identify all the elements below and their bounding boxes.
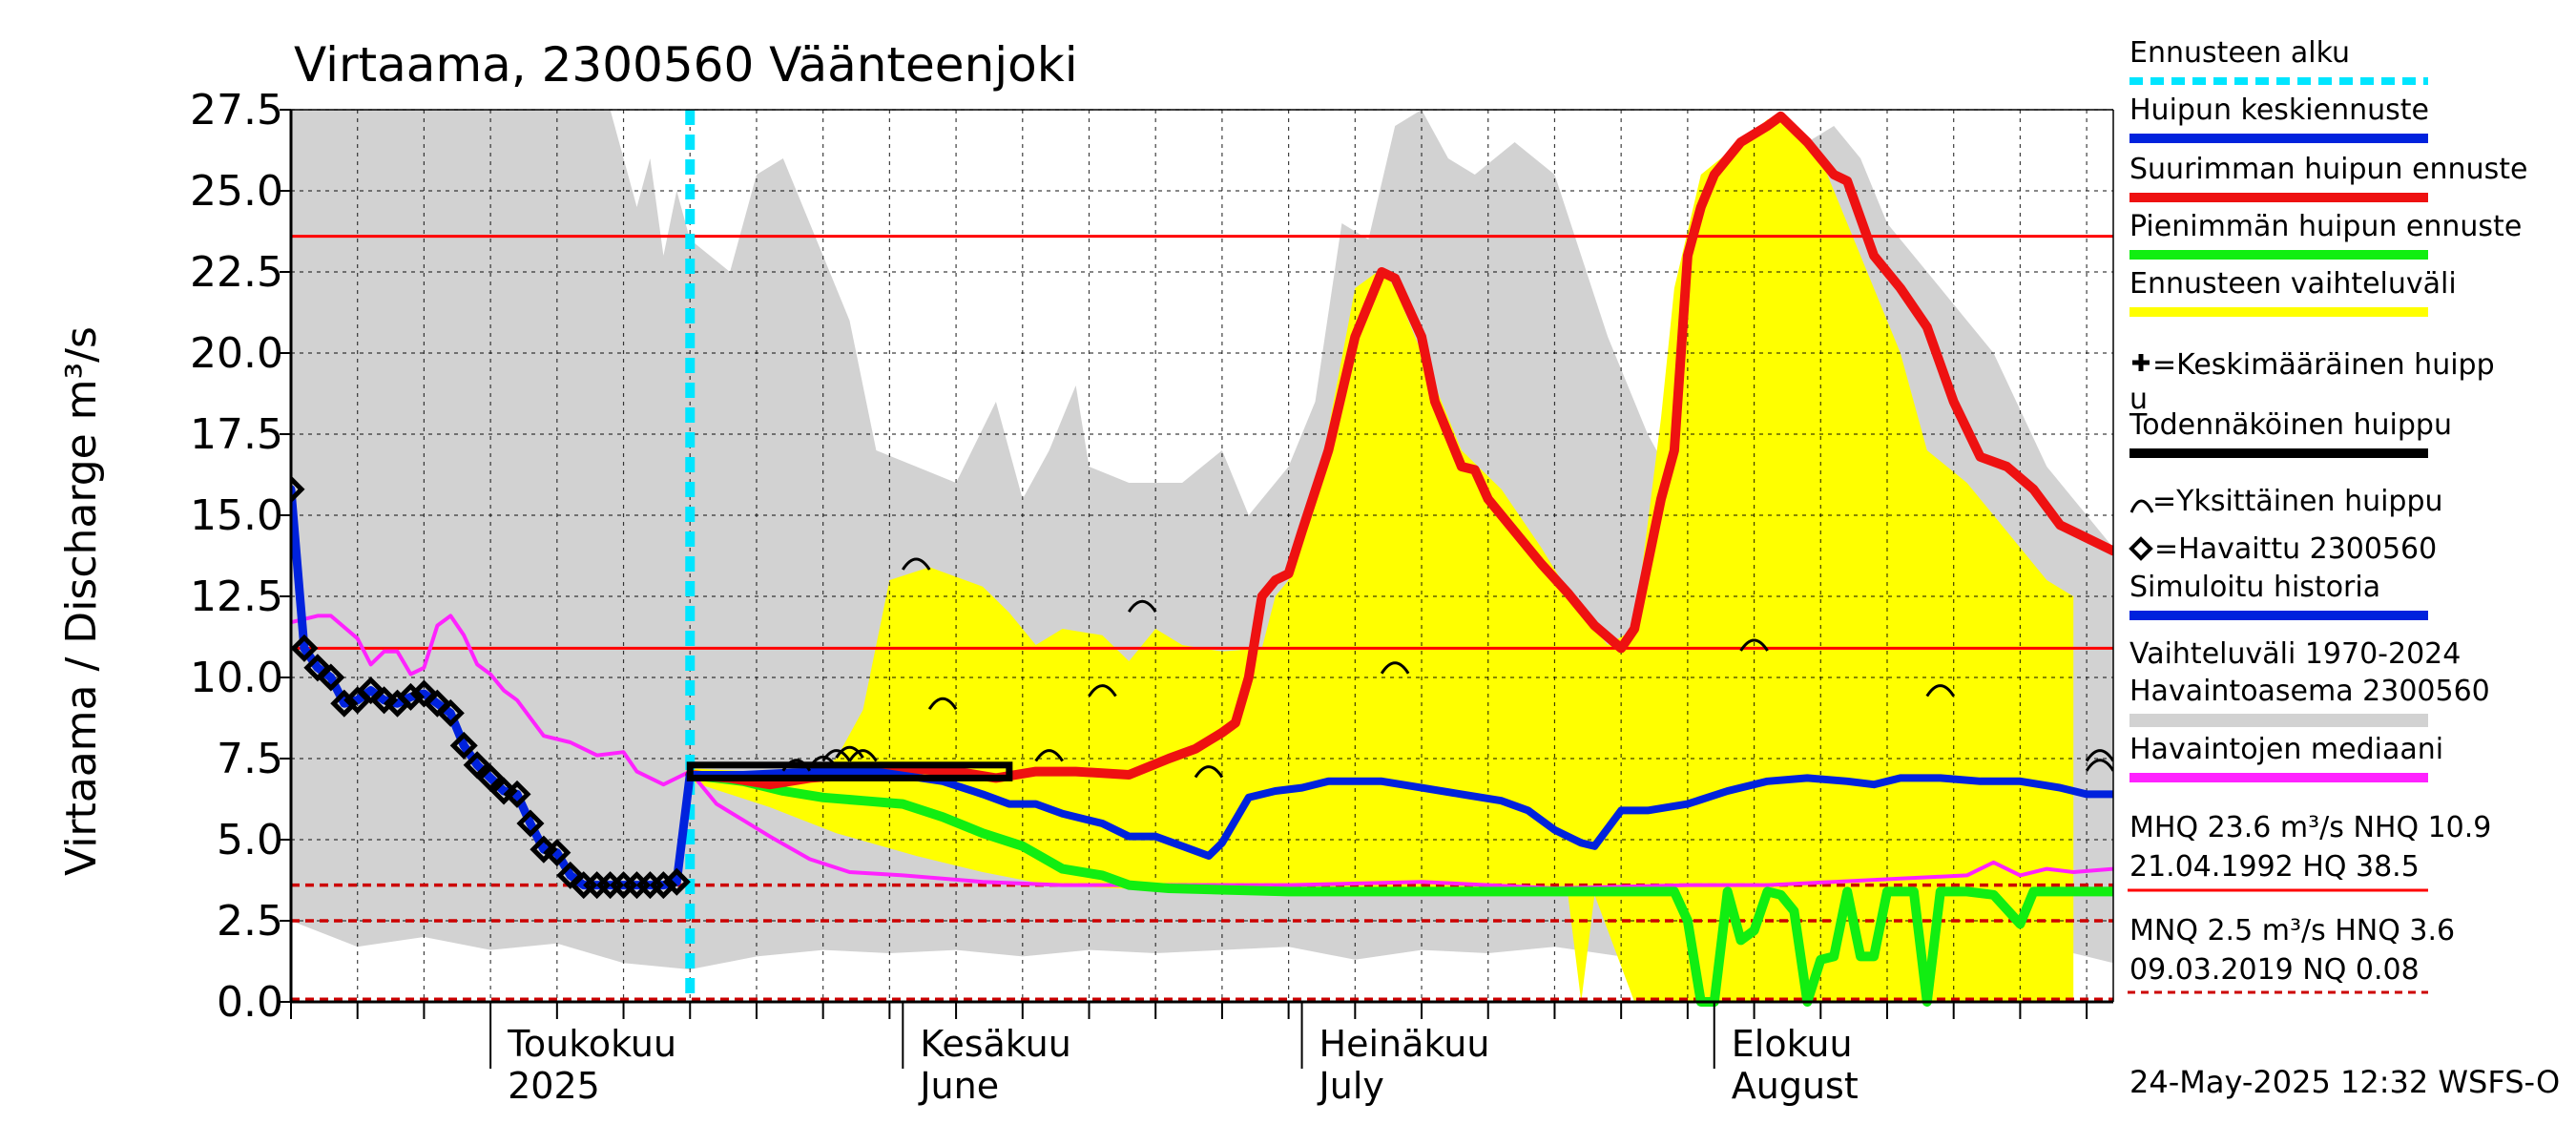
legend-label: Ennusteen alku <box>2129 36 2350 70</box>
single-peak-point <box>2085 759 2113 772</box>
observed-point <box>396 682 426 711</box>
observed-point <box>649 871 677 900</box>
observed-point <box>516 809 545 838</box>
statistics-block: MHQ 23.6 m³/s NHQ 10.9 21.04.1992 HQ 38.… <box>2128 811 2491 994</box>
legend-label: Suurimman huipun ennuste <box>2129 153 2527 186</box>
x-month-label: Heinäkuu <box>1319 1023 1490 1065</box>
y-tick-label: 22.5 <box>190 248 283 297</box>
single-peak-point <box>901 557 931 571</box>
legend-arc-icon <box>2129 499 2154 513</box>
stats-line-1: MHQ 23.6 m³/s NHQ 10.9 <box>2129 811 2491 844</box>
legend-label: Huipun keskiennuste <box>2129 94 2429 127</box>
observed-point <box>463 751 491 780</box>
x-month-label: Kesäkuu <box>920 1023 1071 1065</box>
y-tick-label: 0.0 <box>217 978 283 1027</box>
observed-point <box>357 677 385 705</box>
max-peak-forecast-line <box>685 111 2113 790</box>
single-peak-point <box>808 755 838 769</box>
footer-timestamp: 24-May-2025 12:32 WSFS-O <box>2129 1064 2560 1100</box>
single-peak-point <box>1127 599 1157 614</box>
observed-point <box>556 861 585 889</box>
legend: Ennusteen alku Huipun keskiennuste Suurimm… <box>2129 36 2527 782</box>
single-peak-point <box>1194 765 1224 779</box>
observed-point <box>476 763 505 792</box>
y-axis-label: Virtaama / Discharge m³/s <box>57 326 106 876</box>
observed-point <box>317 663 345 692</box>
chart-title: Virtaama, 2300560 Väänteenjoki <box>294 37 1078 93</box>
x-month-label-en: June <box>918 1065 999 1107</box>
observed-point <box>291 475 305 504</box>
y-tick-labels: 0.0 2.5 5.0 7.5 10.0 12.5 15.0 17.5 20.0 22.5 25.0… <box>190 86 291 1027</box>
plot-area <box>289 109 2114 1069</box>
legend-label-line2: u <box>2129 383 2148 416</box>
x-month-label-en: 2025 <box>508 1065 600 1107</box>
observed-point <box>423 689 451 718</box>
single-peak-point <box>1380 661 1410 675</box>
min-peak-forecast-line <box>685 770 2113 1007</box>
observed-point <box>291 634 319 662</box>
stats-line-3: MNQ 2.5 m³/s HNQ 3.6 <box>2129 914 2455 947</box>
legend-label: Vaihteluväli 1970-2024 <box>2129 637 2461 671</box>
stats-line-4: 09.03.2019 NQ 0.08 <box>2129 953 2420 987</box>
y-tick-label: 25.0 <box>190 167 283 216</box>
single-peak-point <box>835 745 864 760</box>
single-peak-point <box>2085 749 2113 762</box>
legend-plus-icon <box>2132 354 2150 371</box>
legend-label: =Keskimääräinen huipp <box>2152 348 2495 382</box>
legend-label: Todennäköinen huippu <box>2129 408 2452 442</box>
legend-label: Simuloitu historia <box>2129 571 2380 604</box>
observed-point <box>303 654 332 682</box>
y-tick-label: 10.0 <box>190 654 283 702</box>
stats-line-2: 21.04.1992 HQ 38.5 <box>2129 850 2420 884</box>
single-peak-point <box>848 749 878 762</box>
legend-label: Ennusteen vaihteluväli <box>2129 267 2457 301</box>
axes <box>289 109 2114 1069</box>
plot-content <box>291 109 2113 1007</box>
y-tick-label: 27.5 <box>190 86 283 135</box>
observed-markers <box>291 475 691 900</box>
y-tick-label: 12.5 <box>190 572 283 621</box>
observed-point <box>449 731 478 760</box>
x-month-label-en: August <box>1732 1065 1859 1107</box>
single-peak-markers <box>781 557 2113 779</box>
y-tick-label: 5.0 <box>217 816 283 864</box>
legend-label: =Havaittu 2300560 <box>2154 532 2437 566</box>
y-tick-label: 2.5 <box>217 897 283 946</box>
y-tick-label: 20.0 <box>190 329 283 378</box>
single-peak-point <box>781 759 812 772</box>
x-month-label-en: July <box>1318 1065 1384 1107</box>
x-month-label: Elokuu <box>1732 1023 1853 1065</box>
single-peak-point <box>821 749 851 762</box>
y-tick-label: 15.0 <box>190 491 283 540</box>
mean-peak-forecast-line <box>686 767 2113 860</box>
observed-point <box>436 698 465 727</box>
x-month-label: Toukokuu <box>507 1023 676 1065</box>
observed-point <box>409 679 438 708</box>
observed-point <box>503 780 531 808</box>
single-peak-point <box>927 697 958 711</box>
y-tick-label: 7.5 <box>217 735 283 783</box>
legend-label: Pienimmän huipun ennuste <box>2129 210 2522 243</box>
single-peak-point <box>1739 638 1769 652</box>
legend-label: Havaintojen mediaani <box>2129 733 2443 766</box>
legend-label-line2: Havaintoasema 2300560 <box>2129 675 2490 708</box>
forecast-range-band <box>690 115 2074 1003</box>
observed-point <box>543 839 571 867</box>
y-tick-label: 17.5 <box>190 410 283 459</box>
observed-point <box>330 689 359 718</box>
observed-point <box>662 867 691 896</box>
single-peak-point <box>1034 749 1064 762</box>
single-peak-point <box>1088 684 1117 697</box>
probable-peak-range <box>686 761 1013 781</box>
legend-diamond-icon <box>2129 536 2153 561</box>
single-peak-point <box>1925 684 1956 697</box>
legend-label: =Yksittäinen huippu <box>2152 485 2443 518</box>
